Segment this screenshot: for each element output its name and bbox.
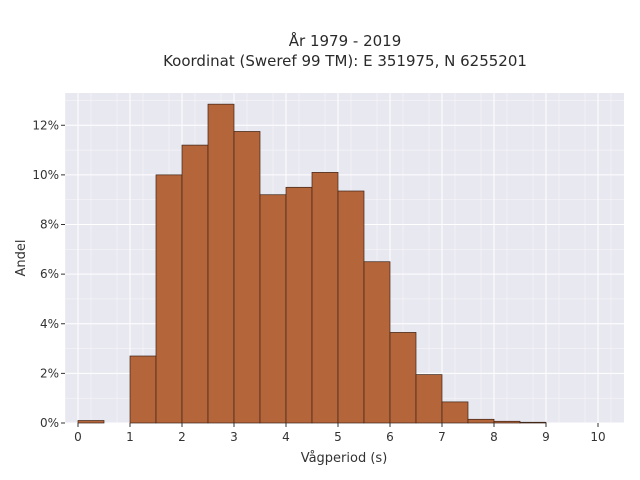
x-tick-label: 1 <box>126 430 134 444</box>
bar <box>311 172 339 424</box>
y-tick-label: 2% <box>40 366 59 380</box>
bar <box>519 421 547 424</box>
y-tick-label: 10% <box>32 168 59 182</box>
x-axis-ticks: 0 1 2 3 4 5 6 7 8 9 10 <box>74 423 606 444</box>
bar <box>415 374 443 424</box>
chart-title-line1: År 1979 - 2019 <box>289 31 402 50</box>
bar <box>285 186 313 424</box>
bar <box>363 261 391 424</box>
bar <box>441 401 469 424</box>
bar <box>467 418 495 424</box>
bar <box>337 190 365 424</box>
bar <box>207 103 235 424</box>
y-tick-label: 12% <box>32 118 59 132</box>
x-tick-label: 9 <box>542 430 550 444</box>
bar <box>389 332 417 424</box>
x-tick-label: 0 <box>74 430 82 444</box>
bar <box>233 131 261 424</box>
x-tick-label: 8 <box>490 430 498 444</box>
x-tick-label: 3 <box>230 430 238 444</box>
x-tick-label: 4 <box>282 430 290 444</box>
bar <box>259 194 287 424</box>
bars <box>77 103 547 424</box>
x-tick-label: 7 <box>438 430 446 444</box>
x-tick-label: 5 <box>334 430 342 444</box>
y-tick-label: 6% <box>40 267 59 281</box>
y-tick-label: 0% <box>40 416 59 430</box>
x-tick-label: 10 <box>590 430 605 444</box>
y-tick-label: 8% <box>40 218 59 232</box>
bar <box>77 420 105 424</box>
y-tick-label: 4% <box>40 317 59 331</box>
chart-title-line2: Koordinat (Sweref 99 TM): E 351975, N 62… <box>163 52 527 70</box>
bar <box>155 174 183 424</box>
x-tick-label: 6 <box>386 430 394 444</box>
y-axis-ticks: 0% 2% 4% 6% 8% 10% 12% <box>32 118 65 430</box>
bar <box>181 144 209 424</box>
bar <box>129 355 157 424</box>
x-axis-label: Vågperiod (s) <box>301 451 388 466</box>
y-axis-label: Andel <box>14 240 29 277</box>
x-tick-label: 2 <box>178 430 186 444</box>
bar <box>493 420 521 424</box>
